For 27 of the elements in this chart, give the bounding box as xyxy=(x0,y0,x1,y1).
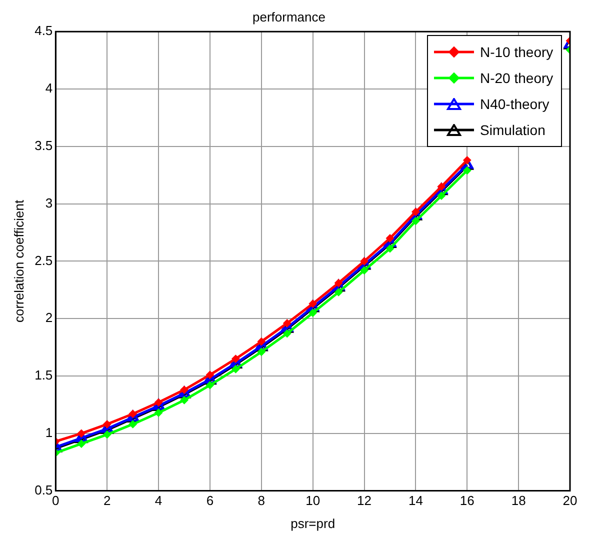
y-tick-label: 3 xyxy=(45,195,53,210)
x-axis-title: psr=prd xyxy=(290,516,336,531)
y-tick-label: 1 xyxy=(45,424,53,440)
x-tick-label: 4 xyxy=(154,493,162,508)
x-tick-label: 10 xyxy=(306,493,320,508)
y-tick-label: 4 xyxy=(45,80,53,96)
y-tick-label: 4.5 xyxy=(34,23,53,38)
legend-label: Simulation xyxy=(480,120,546,140)
legend-label: N-10 theory xyxy=(480,42,554,62)
x-tick-label: 16 xyxy=(460,493,474,508)
y-tick-label: 2 xyxy=(45,310,53,326)
x-tick-label: 20 xyxy=(562,493,578,508)
y-tick-label: 3.5 xyxy=(34,138,53,153)
y-tick-label: 1.5 xyxy=(34,368,53,383)
x-tick-label: 0 xyxy=(52,493,60,508)
x-tick-label: 12 xyxy=(357,493,372,508)
x-tick-label: 14 xyxy=(408,493,423,508)
y-axis-title: correlation coefficient xyxy=(11,200,26,323)
legend-label: N-20 theory xyxy=(480,68,554,88)
x-tick-label: 8 xyxy=(258,493,266,508)
chart-title: performance xyxy=(252,9,326,24)
x-tick-label: 6 xyxy=(206,493,214,508)
y-tick-label: 0.5 xyxy=(34,482,53,498)
legend-label: N40-theory xyxy=(480,94,550,114)
x-tick-label: 2 xyxy=(103,493,111,508)
x-tick-label: 18 xyxy=(511,493,526,508)
y-tick-label: 2.5 xyxy=(34,252,53,268)
